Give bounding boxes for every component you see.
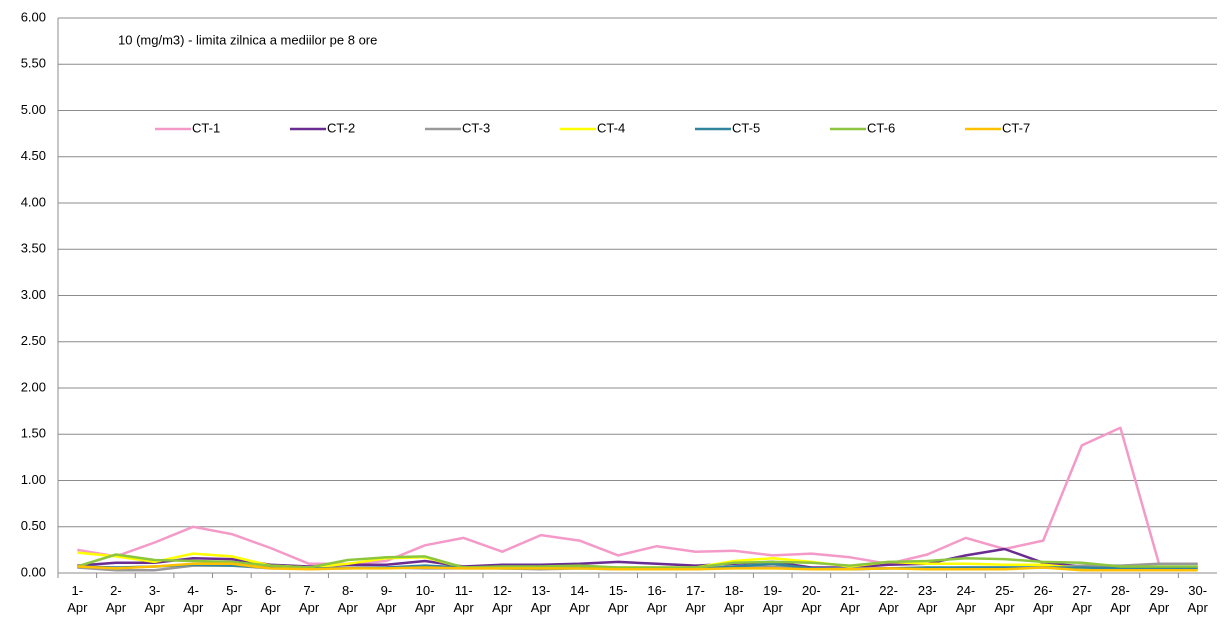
legend-label: CT-5 <box>732 120 760 135</box>
x-tick-label: 2-Apr <box>105 583 127 615</box>
x-tick-label: 30-Apr <box>1187 583 1208 615</box>
y-tick-label: 4.00 <box>21 194 46 209</box>
x-tick-label: 21-Apr <box>839 583 861 615</box>
y-tick-label: 1.50 <box>21 426 46 441</box>
x-tick-label: 29-Apr <box>1148 583 1170 615</box>
y-tick-label: 5.00 <box>21 102 46 117</box>
legend-label: CT-2 <box>327 120 355 135</box>
y-tick-label: 6.00 <box>21 9 46 24</box>
x-tick-label: 9-Apr <box>376 583 397 615</box>
y-tick-label: 0.50 <box>21 518 46 533</box>
x-tick-label: 18-Apr <box>723 583 745 615</box>
y-tick-label: 3.50 <box>21 241 46 256</box>
series-line <box>76 553 1198 569</box>
x-tick-label: 6-Apr <box>260 583 281 615</box>
series-line <box>77 426 1198 566</box>
legend-label: CT-3 <box>462 120 490 135</box>
series-line <box>77 562 1198 572</box>
y-tick-label: 2.50 <box>21 333 46 348</box>
legend-label: CT-1 <box>192 120 220 135</box>
x-tick-label: 3-Apr <box>144 583 165 615</box>
y-tick-label: 1.00 <box>21 472 46 487</box>
x-tick-label: 26-Apr <box>1033 583 1054 615</box>
x-tick-label: 8-Apr <box>337 583 358 615</box>
x-tick-label: 27-Apr <box>1071 583 1092 615</box>
annotation: 10 (mg/m3) - limita zilnica a mediilor p… <box>118 32 377 47</box>
x-tick-label: 16-Apr <box>646 583 667 615</box>
y-tick-label: 5.50 <box>21 56 46 71</box>
x-tick-label: 10-Apr <box>414 583 436 615</box>
y-tick-label: 2.00 <box>21 379 46 394</box>
x-tick-label: 5-Apr <box>221 583 242 615</box>
x-tick-label: 28-Apr <box>1110 583 1131 615</box>
y-tick-label: 4.50 <box>21 148 46 163</box>
x-tick-label: 17-Apr <box>685 583 706 615</box>
x-tick-label: 12-Apr <box>492 583 513 615</box>
y-tick-label: 0.00 <box>21 564 46 579</box>
x-tick-label: 15-Apr <box>608 583 629 615</box>
legend-label: CT-7 <box>1002 120 1030 135</box>
x-tick-label: 19-Apr <box>762 583 783 615</box>
x-tick-label: 11-Apr <box>453 583 474 615</box>
x-tick-label: 25-Apr <box>994 583 1015 615</box>
x-tick-label: 4-Apr <box>183 583 204 615</box>
x-tick-label: 7-Apr <box>298 583 320 615</box>
x-tick-label: 20-Apr <box>801 583 822 615</box>
x-tick-label: 13-Apr <box>530 583 552 615</box>
legend-label: CT-4 <box>597 120 625 135</box>
x-tick-label: 1-Apr <box>67 583 88 615</box>
x-tick-label: 23-Apr <box>917 583 938 615</box>
x-tick-label: 24-Apr <box>955 583 976 615</box>
y-tick-label: 3.00 <box>21 287 46 302</box>
x-tick-label: 22-Apr <box>878 583 899 615</box>
legend-label: CT-6 <box>867 120 895 135</box>
x-tick-label: 14-Apr <box>569 583 590 615</box>
